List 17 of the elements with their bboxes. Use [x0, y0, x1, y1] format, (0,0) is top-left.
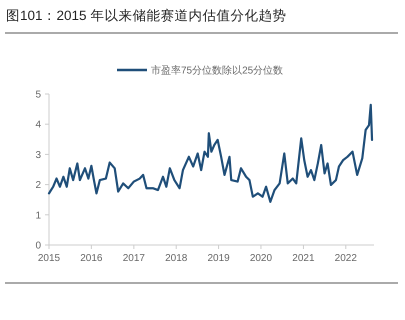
y-tick-label: 1 — [35, 210, 42, 222]
x-tick-label: 2022 — [334, 253, 358, 264]
x-tick-label: 2016 — [80, 253, 103, 264]
y-tick-label: 5 — [35, 90, 42, 100]
y-tick-label: 0 — [35, 240, 42, 252]
y-tick-label: 4 — [35, 120, 42, 131]
y-tick-label: 3 — [35, 150, 42, 161]
x-tick-label: 2018 — [165, 253, 188, 264]
line-series — [48, 104, 374, 203]
x-tick-label: 2017 — [122, 253, 146, 264]
y-tick-label: 2 — [35, 180, 42, 192]
x-tick-label: 2020 — [250, 253, 273, 264]
x-tick-label: 2021 — [292, 253, 315, 264]
legend-label: 市盈率75分位数除以25分位数 — [151, 64, 284, 76]
chart-title: 图101：2015 年以来储能赛道内估值分化趋势 — [6, 8, 286, 23]
x-tick-label: 2019 — [207, 253, 230, 264]
x-tick-label: 2015 — [38, 253, 61, 264]
